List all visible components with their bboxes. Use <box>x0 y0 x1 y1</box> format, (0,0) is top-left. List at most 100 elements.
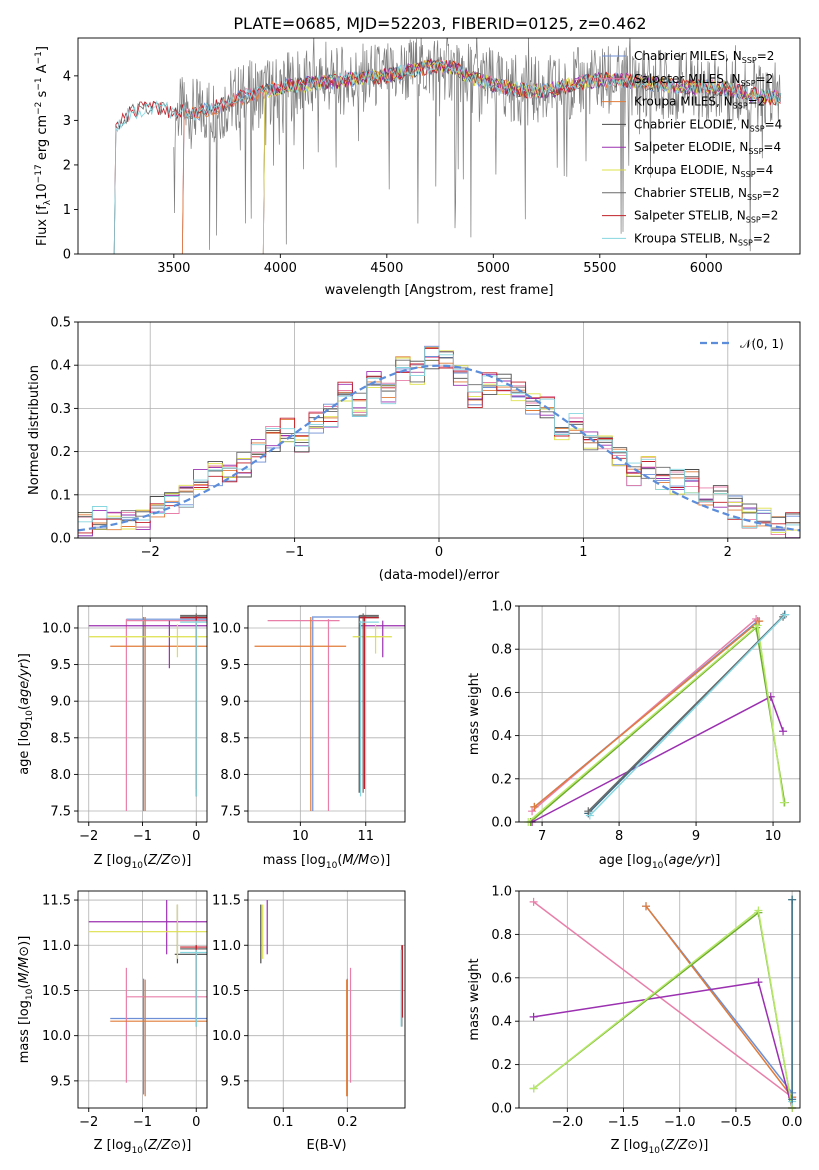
weight-line <box>533 909 793 1109</box>
y-tick-label: 10.0 <box>212 621 241 636</box>
y-tick-label: 9.5 <box>50 1074 71 1089</box>
x-tick-label: 1 <box>579 545 587 560</box>
model-spectrum <box>262 59 780 254</box>
legend-subscript: SSP <box>747 193 762 202</box>
x-tick-label: −2.0 <box>552 1115 584 1130</box>
residual-histogram <box>78 347 800 534</box>
y-tick-label: 10.5 <box>212 984 241 999</box>
weight-line <box>531 695 784 823</box>
label-part: ( <box>17 705 32 710</box>
error-bars <box>260 900 404 1097</box>
weight-vs-metallicity-panel: −2.0 −1.5 −1.0 −0.5 0.0 0.0 0.2 0.4 0.6 0.8 1.0 Z [… <box>467 885 802 1157</box>
observed-spectrum <box>173 38 782 252</box>
y-tick-label: 0.6 <box>491 971 512 986</box>
x-tick-label: 0 <box>192 829 200 844</box>
y-tick-label: 0.4 <box>491 1015 512 1030</box>
histograms <box>78 345 800 538</box>
x-tick-label: −2 <box>79 1115 98 1130</box>
y-tick-label: 9.5 <box>220 658 241 673</box>
legend-subscript: SSP <box>741 170 756 179</box>
legend-entry: Kroupa MILES, NSSP=2 <box>634 95 765 111</box>
y-axis-label: mass weight <box>467 958 482 1040</box>
weight-marker <box>528 807 537 816</box>
label-part: 10 <box>652 861 664 871</box>
weight-marker <box>529 897 538 906</box>
label-part: −1 <box>34 51 44 64</box>
x-tick-label: −1 <box>133 1115 152 1130</box>
x-tick-label: 6000 <box>690 261 723 276</box>
legend-value: =4 <box>765 117 783 131</box>
y-tick-label: 7.5 <box>220 805 241 820</box>
y-tick-label: 11.0 <box>42 939 71 954</box>
label-part: 10 <box>132 1146 144 1156</box>
x-tick-label: 0.1 <box>273 1115 294 1130</box>
y-tick-label: 0.8 <box>491 928 512 943</box>
weight-marker <box>755 617 764 626</box>
y-tick-label: 1.0 <box>491 885 512 900</box>
weight-line <box>531 618 757 812</box>
legend-entry: Salpeter MILES, NSSP=2 <box>634 72 773 88</box>
label-part: 10 <box>649 1146 661 1156</box>
residual-histogram <box>78 346 800 532</box>
label-part: ( <box>17 984 32 989</box>
legend-entry: Salpeter ELODIE, NSSP=4 <box>634 140 781 156</box>
legend-text: Kroupa MILES, N <box>634 95 733 109</box>
legend-value: =4 <box>763 140 781 154</box>
weight-marker <box>529 1084 538 1093</box>
legend-value: =2 <box>757 49 775 63</box>
figure-title: PLATE=0685, MJD=52203, FIBERID=0125, z=0… <box>233 14 646 33</box>
y-tick-label: 10.0 <box>42 1029 71 1044</box>
label-part: ( <box>143 853 148 868</box>
label-part: )] <box>17 936 32 946</box>
x-tick-label: 3500 <box>157 261 190 276</box>
weight-marker <box>642 902 651 911</box>
weight-marker <box>781 610 790 619</box>
label-part: )] <box>17 653 32 663</box>
weight-marker <box>754 906 763 915</box>
label-part: Z/Z⊙ <box>147 1138 181 1153</box>
label-part: 10 <box>25 988 35 1000</box>
label-part: 10 <box>132 861 144 871</box>
x-tick-label: 5500 <box>583 261 616 276</box>
label-part: ( <box>143 1138 148 1153</box>
label-part: )] <box>710 853 720 868</box>
legend-text: Chabrier ELODIE, N <box>634 117 750 131</box>
x-axis-label: wavelength [Angstrom, rest frame] <box>325 283 554 298</box>
y-tick-label: 8.5 <box>50 731 71 746</box>
label-part: ] <box>35 46 50 51</box>
label-part: mass [log <box>263 853 326 868</box>
y-tick-label: 0.6 <box>491 686 512 701</box>
y-tick-label: 0.5 <box>50 316 71 331</box>
error-bars <box>254 613 405 812</box>
legend-entry: Chabrier MILES, NSSP=2 <box>634 49 774 65</box>
label-part: )] <box>380 853 390 868</box>
label-part: s <box>35 90 50 101</box>
label-part: age [log <box>599 853 652 868</box>
x-axis-label: mass [log10(M/M⊙)] <box>263 853 391 871</box>
y-tick-label: 2 <box>63 158 71 173</box>
y-tick-label: 4 <box>63 69 71 84</box>
y-tick-label: 8.5 <box>220 731 241 746</box>
x-axis-label: age [log10(age/yr)] <box>599 853 721 871</box>
weight-marker <box>779 727 788 736</box>
axes-frame <box>77 321 801 539</box>
weight-marker <box>530 802 539 811</box>
label-part: Z [log <box>611 1138 649 1153</box>
label-part: mass [log <box>17 1000 32 1063</box>
label-part: Z [log <box>94 1138 132 1153</box>
x-tick-label: 0.2 <box>337 1115 358 1130</box>
error-bars <box>88 613 207 812</box>
x-tick-label: 5000 <box>477 261 510 276</box>
label-part: 10 <box>35 183 50 200</box>
y-axis-label: age [log10(age/yr)] <box>17 653 35 775</box>
y-tick-label: 0 <box>63 248 71 263</box>
model-spectrum <box>113 58 781 254</box>
label-part: 10 <box>326 861 338 871</box>
legend-value: =2 <box>756 72 774 86</box>
legend-subscript: SSP <box>733 102 748 111</box>
x-axis-label: (data-model)/error <box>379 568 500 583</box>
legend-value: =2 <box>748 95 766 109</box>
y-tick-label: 8.0 <box>50 768 71 783</box>
y-tick-label: 0.4 <box>491 729 512 744</box>
